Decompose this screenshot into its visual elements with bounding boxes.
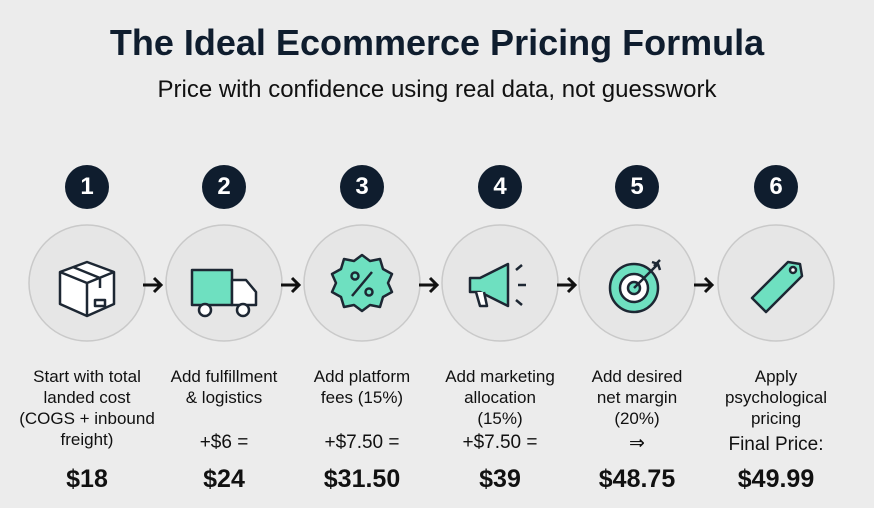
step-number: 3 [355, 173, 369, 200]
step-label: psychological [724, 388, 828, 407]
step-label: Apply [754, 367, 798, 386]
step-number: 2 [217, 173, 231, 200]
step-label: & logistics [185, 388, 263, 407]
step-number: 4 [493, 173, 507, 200]
step-formula: ⇒ [629, 433, 645, 454]
step-label: Add platform [313, 367, 411, 386]
step-label: (COGS + inbound [19, 409, 155, 428]
step-label: freight) [60, 430, 114, 449]
step-result: $18 [66, 465, 108, 493]
step-label: (15%) [477, 409, 523, 428]
step-formula: +$7.50 = [462, 432, 538, 453]
step-result: $24 [203, 465, 245, 493]
step-result: $39 [479, 465, 521, 493]
step-formula: +$6 = [199, 432, 249, 453]
step-number: 5 [630, 173, 644, 200]
subtitle: Price with confidence using real data, n… [157, 76, 717, 103]
step-formula: Final Price: [728, 434, 824, 455]
title: The Ideal Ecommerce Pricing Formula [109, 22, 765, 63]
step-label: Add desired [591, 367, 683, 386]
step-result: $49.99 [737, 465, 815, 493]
step-label: Start with total [33, 367, 141, 386]
step-label: Add marketing [445, 367, 555, 386]
step-formula: +$7.50 = [324, 432, 400, 453]
step-label: (20%) [614, 409, 660, 428]
step-result: $48.75 [598, 465, 676, 493]
step-label: allocation [464, 388, 536, 407]
step-result: $31.50 [323, 465, 401, 493]
step-label: Add fulfillment [170, 367, 278, 386]
step-label: fees (15%) [320, 388, 404, 407]
step-number: 6 [769, 173, 783, 200]
step-label: landed cost [43, 388, 131, 407]
step-label: pricing [750, 409, 802, 428]
step-label: net margin [596, 388, 678, 407]
step-number: 1 [80, 173, 94, 200]
